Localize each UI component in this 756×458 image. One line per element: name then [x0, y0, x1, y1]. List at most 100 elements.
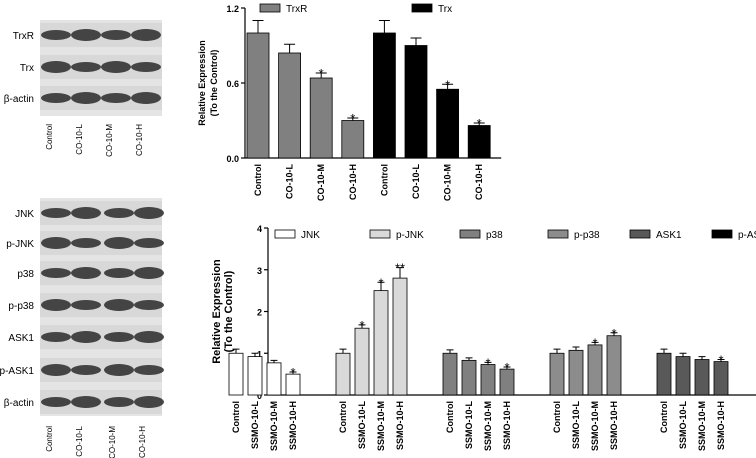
- blot-band: [71, 29, 101, 41]
- blot-band: [104, 237, 134, 249]
- blot-lane-label: CO-10-H: [135, 124, 144, 156]
- blot-band: [41, 237, 71, 249]
- error-bar: [270, 359, 278, 363]
- blot-row-label: β-actin: [4, 94, 34, 105]
- error-bar: [358, 324, 366, 329]
- blot-band: [134, 331, 164, 343]
- bar: [436, 88, 460, 159]
- blot-band: [71, 92, 101, 104]
- blot-lane-label: CO-10-H: [138, 426, 147, 458]
- x-tick-label: SSMO-10-M: [269, 401, 279, 451]
- blot-band: [71, 238, 101, 248]
- significance-label: *: [592, 335, 597, 350]
- x-tick-label: SSMO-10-M: [590, 401, 600, 451]
- blot-band: [71, 331, 101, 343]
- blot-band: [71, 267, 101, 279]
- blot-band: [134, 238, 164, 248]
- x-tick-label: Control: [445, 401, 455, 433]
- error-bar: [284, 43, 296, 53]
- y-axis-label: (To the Control): [223, 270, 235, 352]
- error-bar: [465, 357, 473, 361]
- x-tick-label: SSMO-10-L: [678, 401, 688, 450]
- x-tick-label: SSMO-10-L: [250, 401, 260, 450]
- bar: [354, 327, 370, 396]
- blot-lane-label: CO-10-L: [75, 123, 84, 154]
- error-bar: [378, 20, 390, 33]
- significance-label: *: [611, 326, 616, 341]
- legend-swatch: [711, 229, 733, 239]
- blot-band: [131, 29, 161, 41]
- bar: [442, 352, 458, 396]
- blot-row-label: p38: [17, 269, 34, 280]
- x-tick-label: SSMO-10-L: [357, 401, 367, 450]
- blot-row-label: β-actin: [4, 398, 34, 409]
- error-bar: [252, 20, 264, 33]
- x-tick-label: SSMO-10-H: [502, 401, 512, 450]
- blot-lane-label: CO-10-M: [105, 124, 114, 157]
- error-bar: [473, 122, 485, 126]
- significance-label: *: [359, 318, 364, 333]
- error-bar: [410, 37, 422, 46]
- legend-label: JNK: [301, 230, 320, 241]
- blot-band: [101, 93, 131, 103]
- x-tick-label: SSMO-10-L: [571, 401, 581, 450]
- legend-label: p-p38: [574, 230, 600, 241]
- error-bar: [347, 117, 359, 121]
- x-tick-label: SSMO-10-L: [464, 401, 474, 450]
- x-tick-label: CO-10-M: [443, 164, 453, 201]
- blot-lane-label: CO-10-L: [75, 425, 84, 456]
- legend-label: Trx: [438, 4, 452, 15]
- y-axis-label: Relative Expression: [211, 259, 223, 364]
- blot-band: [134, 207, 164, 219]
- bar: [568, 349, 584, 396]
- legend-label: ASK1: [656, 230, 682, 241]
- blot-row-label: p-ASK1: [0, 366, 34, 377]
- blot-band: [71, 62, 101, 72]
- blot-band: [71, 396, 101, 408]
- legend-label: p38: [486, 230, 503, 241]
- significance-label: *: [718, 353, 723, 368]
- blot-band: [134, 300, 164, 310]
- blot-band: [41, 61, 71, 73]
- blot-band: [41, 93, 71, 103]
- y-tick-label: 3: [257, 266, 262, 276]
- blot-band: [41, 268, 71, 278]
- error-bar: [446, 349, 454, 354]
- bar: [587, 344, 603, 396]
- blot-band: [131, 62, 161, 72]
- blot-band: [134, 365, 164, 375]
- x-tick-label: Control: [659, 401, 669, 433]
- significance-label: *: [378, 275, 383, 290]
- blot-band: [131, 92, 161, 104]
- error-bar: [289, 371, 297, 375]
- significance-label: *: [290, 365, 295, 380]
- x-tick-label: Control: [552, 401, 562, 433]
- error-bar: [553, 348, 561, 354]
- x-tick-label: Control: [338, 401, 348, 433]
- legend-swatch: [274, 229, 296, 239]
- bar: [341, 120, 365, 159]
- blot-lane-label: Control: [45, 124, 54, 150]
- x-tick-label: SSMO-10-M: [697, 401, 707, 451]
- error-bar: [660, 348, 668, 354]
- bar: [266, 362, 282, 396]
- y-tick-label: 4: [257, 224, 262, 234]
- bar: [246, 32, 270, 159]
- legend-swatch: [411, 3, 433, 13]
- bar: [309, 77, 333, 159]
- significance-label: *: [477, 116, 482, 131]
- blot-band: [41, 30, 71, 40]
- blot-band: [104, 208, 134, 218]
- blot-row-label: ASK1: [8, 333, 34, 344]
- legend-label: p-JNK: [396, 230, 424, 241]
- y-axis-label: (To the Control): [209, 50, 219, 117]
- significance-label: *: [350, 111, 355, 126]
- bar: [656, 352, 672, 396]
- blot-lane-label: CO-10-M: [108, 426, 117, 458]
- x-tick-label: SSMO-10-H: [609, 401, 619, 450]
- x-tick-label: CO-10-H: [474, 164, 484, 200]
- y-tick-label: 0: [257, 391, 262, 401]
- blot-band: [41, 208, 71, 218]
- x-tick-label: Control: [231, 401, 241, 433]
